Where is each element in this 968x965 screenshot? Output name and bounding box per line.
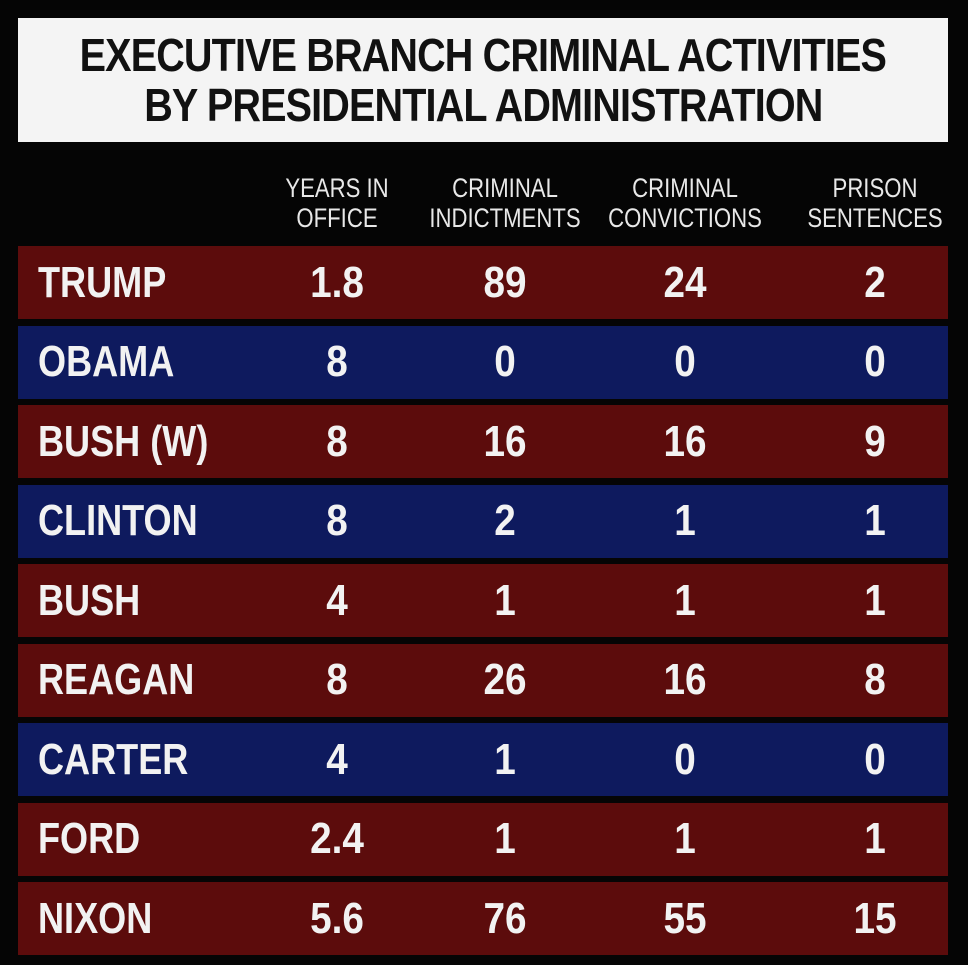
title-line-2: BY PRESIDENTIAL ADMINISTRATION (143, 79, 823, 131)
value-cell: 26 (483, 655, 527, 704)
table-row: BUSH (W) 8 16 16 9 (18, 405, 948, 478)
column-header-line1: PRISON (832, 173, 918, 203)
title-banner: EXECUTIVE BRANCH CRIMINAL ACTIVITIES BY … (18, 18, 948, 142)
value-cell: 8 (326, 655, 348, 704)
column-header-0: YEARS IN OFFICE (263, 166, 411, 240)
value-cell: 15 (853, 893, 897, 943)
value-cell: 1 (864, 496, 886, 545)
column-header-line1: YEARS IN (285, 173, 389, 203)
value-cell: 1 (494, 575, 516, 625)
value-cell: 8 (326, 496, 348, 545)
value-cell: 1 (864, 814, 886, 863)
president-name: CARTER (38, 734, 189, 784)
value-cell: 2 (494, 496, 516, 545)
president-name: TRUMP (38, 257, 167, 307)
table-row: TRUMP 1.8 89 24 2 (18, 246, 948, 319)
value-cell: 4 (326, 575, 348, 625)
president-name: BUSH (W) (38, 416, 209, 466)
value-cell: 24 (663, 257, 707, 307)
value-cell: 1 (674, 575, 696, 625)
value-cell: 5.6 (310, 893, 364, 943)
table-row: CLINTON 8 2 1 1 (18, 484, 948, 558)
value-cell: 55 (663, 893, 707, 943)
table-row: BUSH 4 1 1 1 (18, 564, 948, 637)
value-cell: 8 (326, 337, 348, 386)
value-cell: 4 (326, 734, 348, 784)
value-cell: 76 (483, 893, 527, 943)
table-row: REAGAN 8 26 16 8 (18, 643, 948, 717)
column-header-line2: SENTENCES (807, 203, 943, 233)
value-cell: 1 (494, 734, 516, 784)
value-cell: 0 (864, 734, 886, 784)
table-row: OBAMA 8 0 0 0 (18, 325, 948, 399)
president-name: REAGAN (38, 655, 195, 704)
table-row: CARTER 4 1 0 0 (18, 723, 948, 796)
president-name: NIXON (38, 893, 153, 943)
value-cell: 1 (674, 814, 696, 863)
value-cell: 0 (674, 734, 696, 784)
value-cell: 0 (674, 337, 696, 386)
value-cell: 1 (674, 496, 696, 545)
column-header-2: CRIMINAL CONVICTIONS (608, 166, 762, 240)
value-cell: 1.8 (310, 257, 364, 307)
value-cell: 1 (864, 575, 886, 625)
president-name: BUSH (38, 575, 141, 625)
value-cell: 16 (483, 416, 527, 466)
value-cell: 1 (494, 814, 516, 863)
president-name: FORD (38, 814, 141, 863)
table-header: YEARS IN OFFICE CRIMINAL INDICTMENTS CRIMINA… (18, 166, 948, 240)
column-header-line2: OFFICE (296, 203, 378, 233)
column-header-line1: CRIMINAL (632, 173, 738, 203)
column-header-3: PRISON SENTENCES (801, 166, 949, 240)
value-cell: 2.4 (310, 814, 364, 863)
column-header-1: CRIMINAL INDICTMENTS (429, 166, 581, 240)
table-row: NIXON 5.6 76 55 15 (18, 882, 948, 955)
president-name: OBAMA (38, 337, 175, 386)
value-cell: 0 (864, 337, 886, 386)
value-cell: 8 (864, 655, 886, 704)
column-header-line2: CONVICTIONS (608, 203, 762, 233)
value-cell: 0 (494, 337, 516, 386)
column-header-line2: INDICTMENTS (429, 203, 581, 233)
value-cell: 2 (864, 257, 886, 307)
president-name: CLINTON (38, 496, 198, 545)
value-cell: 8 (326, 416, 348, 466)
value-cell: 16 (663, 655, 707, 704)
title-line-1: EXECUTIVE BRANCH CRIMINAL ACTIVITIES (79, 29, 887, 81)
table-row: FORD 2.4 1 1 1 (18, 802, 948, 876)
column-header-line1: CRIMINAL (452, 173, 558, 203)
value-cell: 9 (864, 416, 886, 466)
value-cell: 89 (483, 257, 527, 307)
value-cell: 16 (663, 416, 707, 466)
